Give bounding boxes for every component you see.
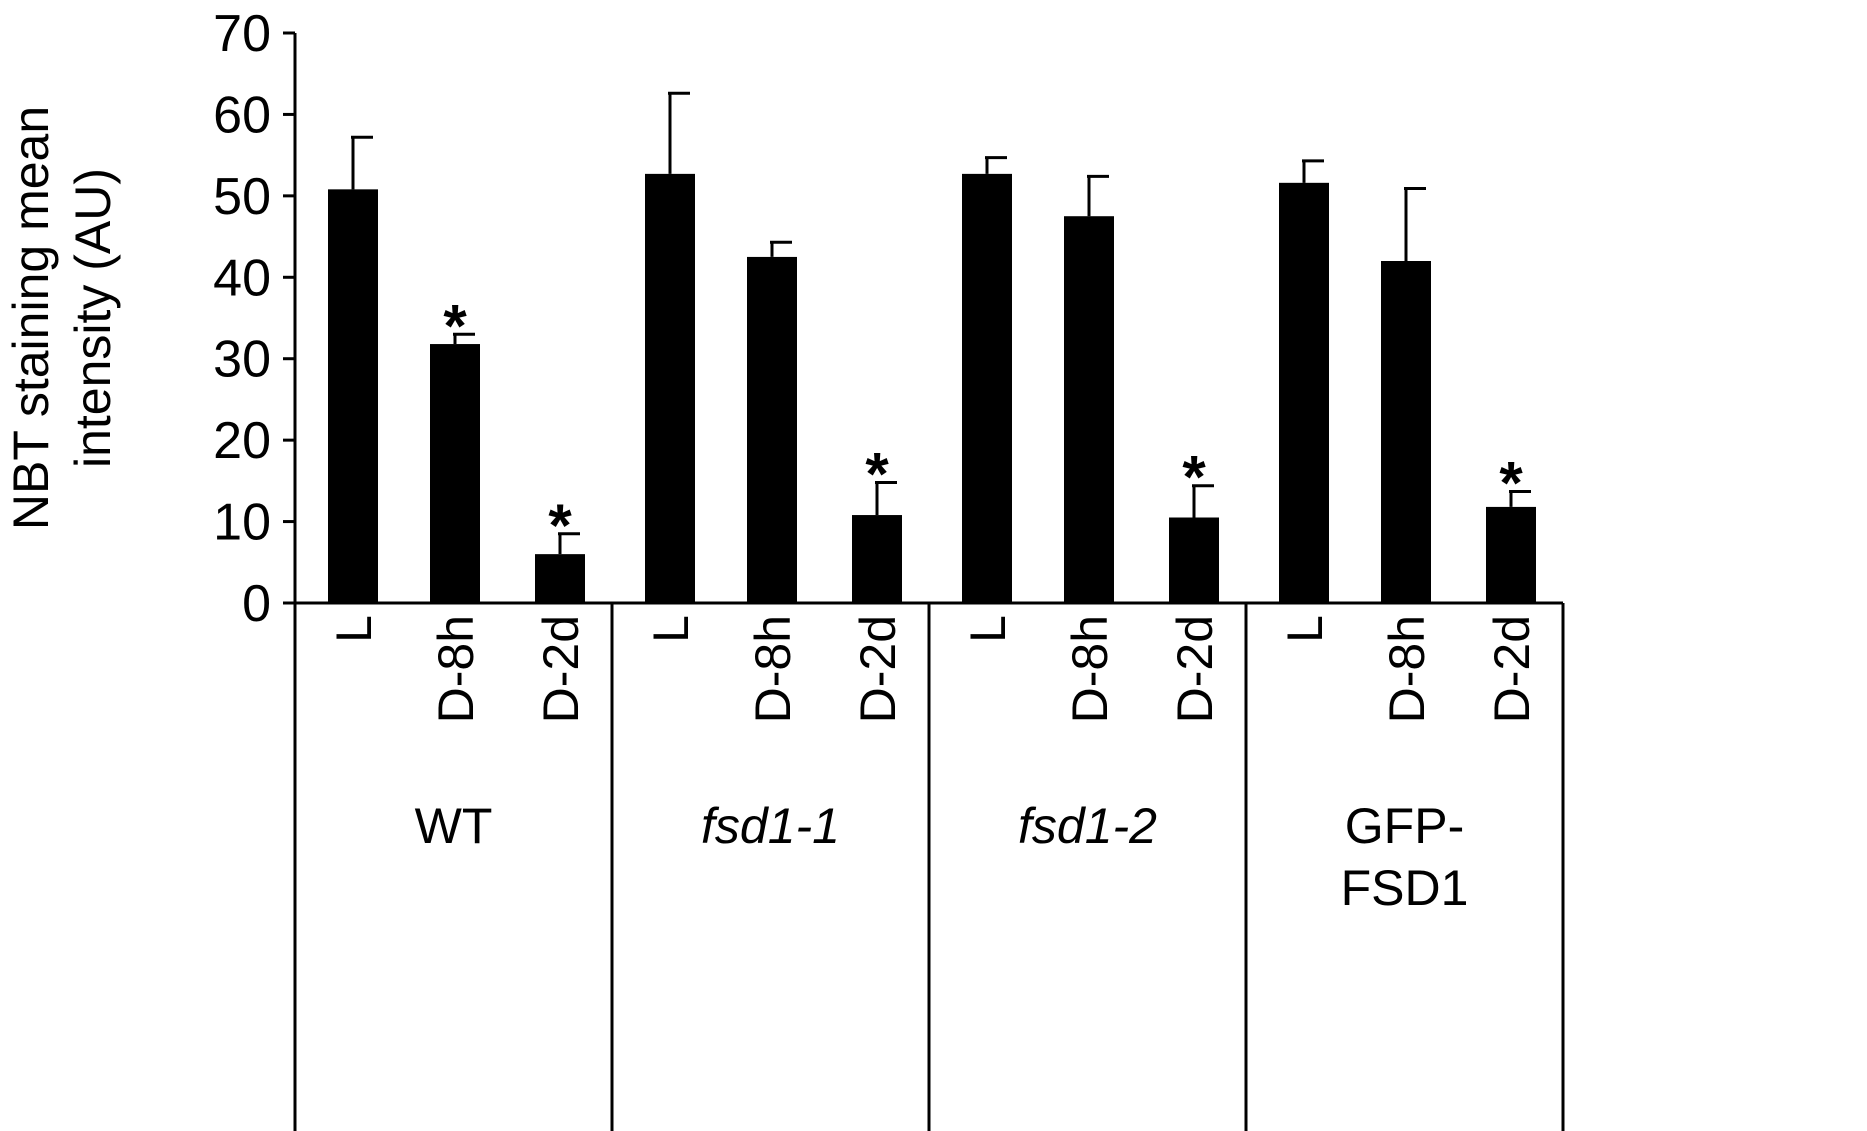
x-tick-label: D-8h [1379,615,1435,723]
error-bar [875,480,897,516]
x-tick-label: L [643,615,699,643]
bar [430,344,480,603]
significance-marker: * [1499,449,1523,516]
y-axis-label: intensity (AU) [65,168,121,468]
error-bar [1302,159,1324,183]
y-axis-label: NBT staining mean [3,106,59,530]
bar [1486,506,1536,603]
bar [1064,216,1114,603]
error-bar [453,332,475,345]
error-bar [558,532,580,555]
significance-marker: * [865,440,889,507]
y-tick-label: 70 [213,5,271,63]
bar [1169,517,1219,603]
y-tick-label: 20 [213,412,271,470]
bar [852,515,902,603]
bar [1381,261,1431,603]
x-tick-label: D-2d [1167,615,1223,723]
y-tick-label: 10 [213,494,271,552]
x-tick-label: D-8h [745,615,801,723]
y-tick-label: 50 [213,168,271,226]
significance-marker: * [1182,444,1206,511]
error-bar [1192,484,1214,518]
x-tick-label: L [326,615,382,643]
x-tick-label: D-2d [1484,615,1540,723]
group-label: fsd1-1 [701,798,840,854]
x-tick-label: L [960,615,1016,643]
y-tick-label: 40 [213,249,271,307]
error-bar [668,91,690,174]
significance-marker: * [443,292,467,359]
bar [747,256,797,603]
bar [962,173,1012,603]
error-bar [1404,187,1426,261]
x-tick-label: D-2d [850,615,906,723]
bar [1279,182,1329,604]
x-tick-label: D-8h [428,615,484,723]
error-bar [985,156,1007,174]
x-tick-label: D-8h [1062,615,1118,723]
error-bar [1509,489,1531,507]
y-tick-label: 60 [213,86,271,144]
bar [645,173,695,603]
error-bar [351,135,373,190]
significance-marker: * [548,492,572,559]
x-tick-label: L [1277,615,1333,643]
error-bar [770,240,792,257]
y-tick-label: 30 [213,331,271,389]
error-bar [1087,174,1109,217]
bar [535,554,585,603]
group-label: fsd1-2 [1018,798,1157,854]
y-tick-label: 0 [242,575,271,633]
bar [328,189,378,604]
group-label: WT [414,798,493,854]
group-label: GFP-FSD1 [1340,798,1469,916]
x-tick-label: D-2d [533,615,589,723]
